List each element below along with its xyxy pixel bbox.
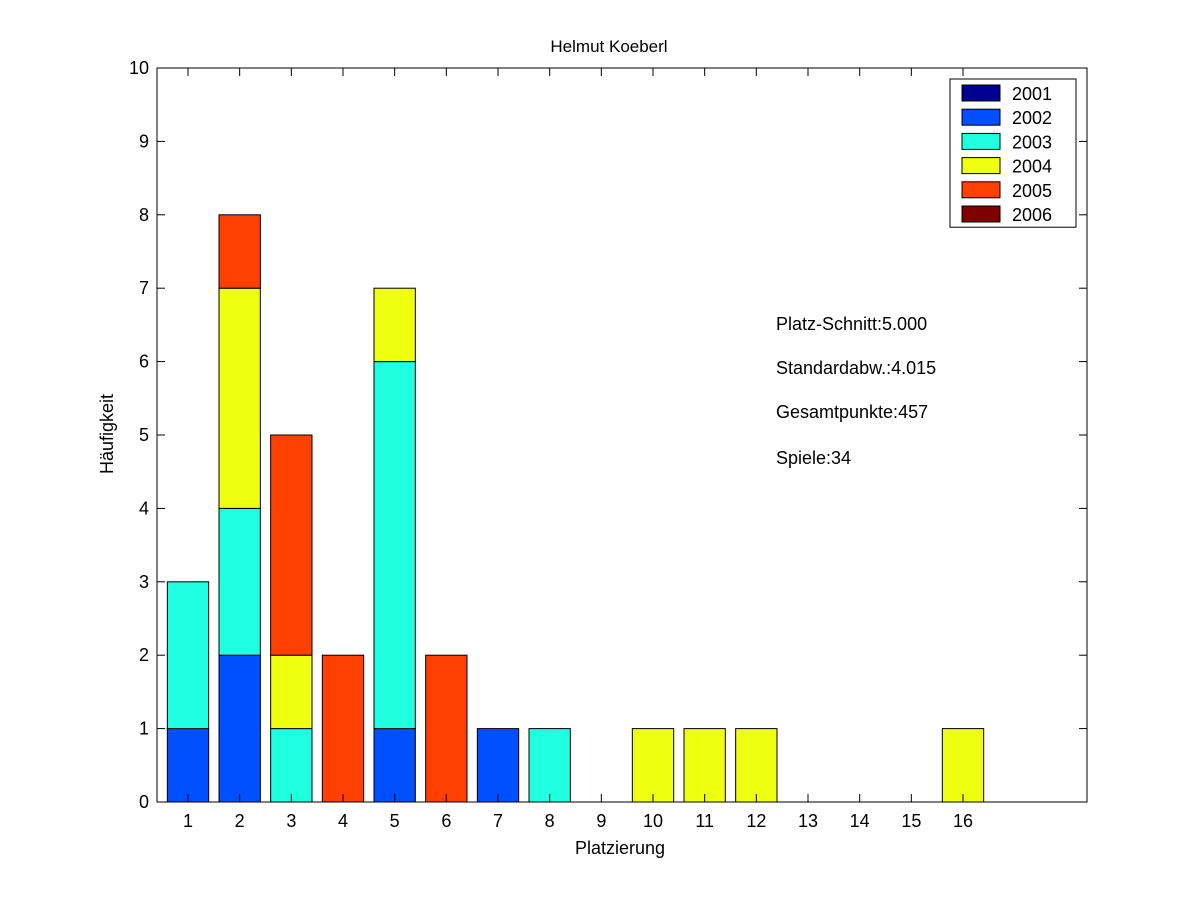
- annotation-spiele: Spiele:34: [776, 448, 851, 468]
- bar-segment-5-2002: [373, 728, 416, 803]
- bar-segment-11-2004: [683, 728, 726, 803]
- y-tick-label: 6: [139, 352, 149, 372]
- bar-segment-5-2004: [373, 287, 416, 363]
- annotation-gesamtpunkte: Gesamtpunkte:457: [776, 402, 928, 422]
- bar-segment-1-2002: [166, 728, 210, 803]
- x-tick-label: 4: [338, 811, 348, 831]
- bar-segment-3-2004: [270, 654, 313, 730]
- chart-title: Helmut Koeberl: [550, 37, 667, 56]
- legend-label-2004: 2004: [1012, 157, 1052, 177]
- bar-segment-7-2002: [476, 728, 520, 803]
- legend-box: [949, 78, 1077, 228]
- bar-segment-1-2003: [166, 581, 210, 730]
- bar-segment-16-2004: [941, 728, 985, 803]
- bar-segment-4-2005: [321, 654, 365, 803]
- bar-segment-2-2003: [218, 507, 261, 656]
- y-tick-label: 8: [139, 205, 149, 225]
- legend-swatch-2006: [961, 205, 1001, 223]
- y-axis-label: Häufigkeit: [97, 394, 117, 474]
- x-tick-label: 2: [235, 811, 245, 831]
- bar-segment-3-2005: [270, 434, 313, 656]
- legend-label-2001: 2001: [1012, 84, 1052, 104]
- y-tick-label: 3: [139, 572, 149, 592]
- bars-layer: [166, 214, 985, 803]
- x-tick-label: 15: [901, 811, 921, 831]
- bar-segment-2-2002: [218, 654, 261, 803]
- legend-label-2005: 2005: [1012, 181, 1052, 201]
- annotation-platz-schnitt: Platz-Schnitt:5.000: [776, 314, 927, 334]
- bar-segment-2-2004: [218, 287, 261, 509]
- bar-segment-12-2004: [735, 728, 778, 803]
- legend-swatch-2003: [961, 132, 1001, 150]
- bar-segment-10-2004: [631, 728, 675, 803]
- x-tick-label: 10: [643, 811, 663, 831]
- bar-segment-8-2003: [528, 728, 571, 803]
- legend-swatch-2001: [961, 84, 1001, 102]
- x-tick-label: 11: [695, 811, 714, 831]
- x-tick-label: 6: [441, 811, 451, 831]
- legend: 2001 2002 2003 2004 2005 2006: [949, 78, 1077, 228]
- y-tick-label: 0: [139, 792, 149, 812]
- bar-segment-3-2003: [270, 728, 313, 803]
- legend-swatch-2004: [961, 157, 1001, 175]
- x-tick-label: 14: [850, 811, 870, 831]
- x-tick-label: 8: [545, 811, 555, 831]
- legend-label-2003: 2003: [1012, 132, 1052, 152]
- x-tick-label: 7: [493, 811, 503, 831]
- x-tick-label: 1: [183, 811, 193, 831]
- legend-swatch-2005: [961, 181, 1001, 199]
- x-tick-label: 16: [953, 811, 973, 831]
- bar-segment-6-2005: [425, 654, 468, 803]
- y-tick-label: 9: [139, 131, 149, 151]
- stats-annotations: Platz-Schnitt:5.000 Standardabw.:4.015 G…: [776, 314, 936, 468]
- legend-label-2006: 2006: [1012, 205, 1052, 225]
- y-tick-label: 7: [139, 278, 149, 298]
- bar-segment-5-2003: [373, 361, 416, 730]
- x-tick-label: 5: [390, 811, 400, 831]
- legend-swatch-2002: [961, 108, 1001, 126]
- x-axis-label: Platzierung: [575, 838, 665, 858]
- y-tick-label: 10: [129, 58, 149, 78]
- x-tick-label: 13: [798, 811, 818, 831]
- x-tick-label: 9: [596, 811, 606, 831]
- y-tick-label: 2: [139, 645, 149, 665]
- x-tick-label: 12: [746, 811, 766, 831]
- legend-label-2002: 2002: [1012, 108, 1052, 128]
- bar-segment-2-2005: [218, 214, 261, 289]
- y-tick-label: 4: [139, 498, 149, 518]
- y-tick-label: 5: [139, 425, 149, 445]
- annotation-standardabw: Standardabw.:4.015: [776, 358, 936, 378]
- y-tick-label: 1: [139, 719, 149, 739]
- x-tick-label: 3: [286, 811, 296, 831]
